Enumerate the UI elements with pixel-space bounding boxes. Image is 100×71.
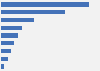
Bar [1,26,22,30]
Bar [1,33,18,38]
Bar [1,10,65,14]
Bar [1,57,8,61]
Bar [1,18,34,22]
Bar [1,2,89,7]
Bar [1,64,4,69]
Bar [1,41,14,45]
Bar [1,49,11,53]
